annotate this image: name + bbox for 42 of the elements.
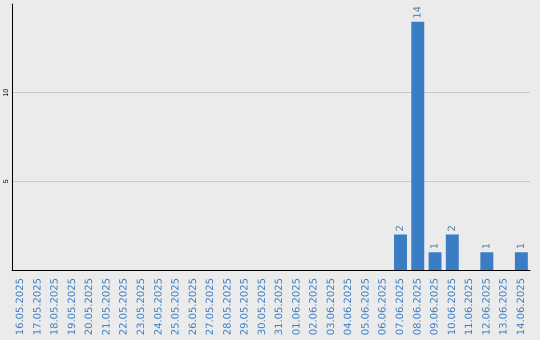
x-tick-label: 19.05.2025 xyxy=(66,278,78,336)
x-tick-label: 23.05.2025 xyxy=(136,278,147,336)
x-tick-label: 08.06.2025 xyxy=(412,278,424,336)
x-tick-label: 10.06.2025 xyxy=(446,278,458,336)
data-label: 2 xyxy=(395,225,406,232)
x-tick-label: 24.05.2025 xyxy=(153,278,164,336)
x-tick-label: 03.06.2025 xyxy=(326,278,337,336)
x-tick-label: 16.05.2025 xyxy=(15,278,26,336)
x-tick-label: 04.06.2025 xyxy=(343,278,354,336)
data-label: 1 xyxy=(516,242,527,250)
data-label: 1 xyxy=(430,242,441,250)
x-tick-label: 11.06.2025 xyxy=(464,278,476,336)
x-tick-label: 13.06.2025 xyxy=(498,278,510,336)
bar xyxy=(514,252,528,270)
x-tick-label: 18.05.2025 xyxy=(50,278,61,336)
x-tick-label: 06.06.2025 xyxy=(378,278,389,336)
bar xyxy=(428,252,442,270)
x-tick-label: 31.05.2025 xyxy=(274,278,286,336)
x-tick-label: 01.06.2025 xyxy=(291,278,302,336)
x-tick-label: 30.05.2025 xyxy=(256,278,268,336)
x-tick-label: 14.06.2025 xyxy=(516,278,527,336)
data-label: 2 xyxy=(446,225,458,232)
x-tick-label: 22.05.2025 xyxy=(118,278,130,336)
data-label: 1 xyxy=(481,242,492,250)
x-tick-label: 12.06.2025 xyxy=(481,278,492,336)
bar xyxy=(480,252,494,270)
x-tick-label: 20.05.2025 xyxy=(84,278,96,336)
x-tick-label: 21.05.2025 xyxy=(101,278,112,336)
data-label: 14 xyxy=(412,6,424,19)
x-tick-label: 29.05.2025 xyxy=(240,278,251,336)
x-tick-label: 28.05.2025 xyxy=(222,278,234,336)
bar xyxy=(394,234,407,270)
bar xyxy=(446,234,459,270)
bar xyxy=(411,22,424,270)
x-tick-label: 07.06.2025 xyxy=(395,278,406,336)
x-tick-label: 09.06.2025 xyxy=(430,278,441,336)
x-tick-label: 17.05.2025 xyxy=(32,278,44,336)
x-tick-label: 27.05.2025 xyxy=(205,278,216,336)
x-tick-label: 25.05.2025 xyxy=(170,278,182,336)
x-tick-label: 02.06.2025 xyxy=(308,278,320,336)
x-tick-label: 26.05.2025 xyxy=(188,278,199,336)
x-tick-label: 05.06.2025 xyxy=(360,278,372,336)
